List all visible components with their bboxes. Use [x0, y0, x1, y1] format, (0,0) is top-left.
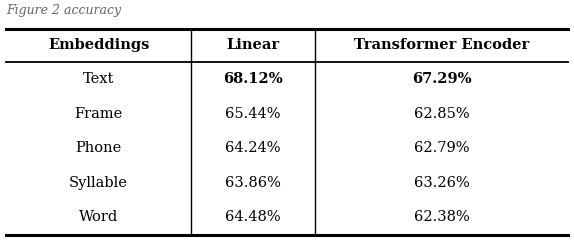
Text: Transformer Encoder: Transformer Encoder	[354, 38, 529, 53]
Text: 63.26%: 63.26%	[414, 176, 470, 190]
Text: Text: Text	[83, 72, 114, 86]
Text: Embeddings: Embeddings	[48, 38, 149, 53]
Text: 62.38%: 62.38%	[414, 211, 470, 225]
Text: 62.85%: 62.85%	[414, 107, 470, 121]
Text: 65.44%: 65.44%	[226, 107, 281, 121]
Text: 67.29%: 67.29%	[412, 72, 471, 86]
Text: 63.86%: 63.86%	[226, 176, 281, 190]
Text: Phone: Phone	[75, 141, 122, 155]
Text: Linear: Linear	[227, 38, 280, 53]
Text: Word: Word	[79, 211, 118, 225]
Text: 62.79%: 62.79%	[414, 141, 470, 155]
Text: 64.48%: 64.48%	[226, 211, 281, 225]
Text: Frame: Frame	[75, 107, 123, 121]
Text: 68.12%: 68.12%	[223, 72, 283, 86]
Text: 64.24%: 64.24%	[226, 141, 281, 155]
Text: Syllable: Syllable	[69, 176, 128, 190]
Text: Figure 2 accuracy: Figure 2 accuracy	[6, 4, 121, 17]
